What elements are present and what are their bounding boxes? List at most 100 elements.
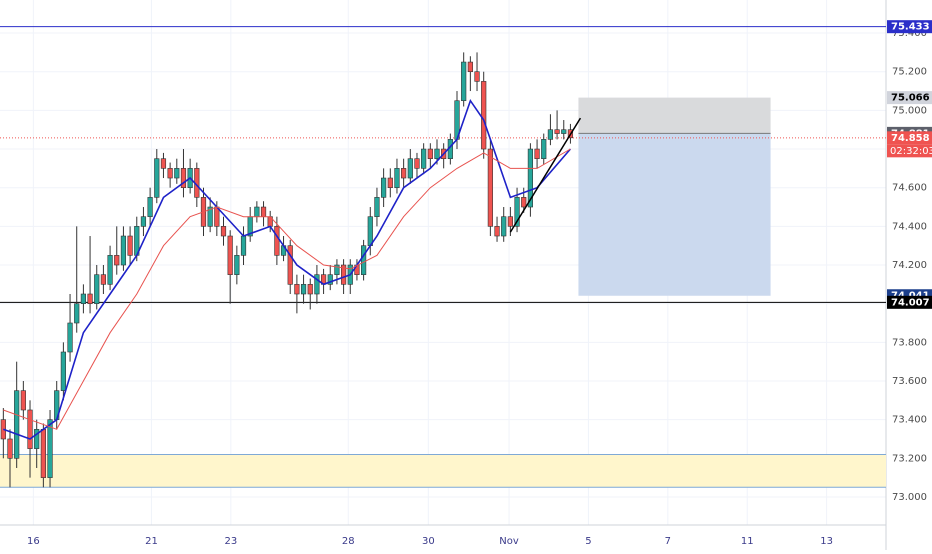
candle-body bbox=[40, 429, 46, 478]
candle-body bbox=[260, 206, 267, 217]
candle-body bbox=[427, 148, 433, 159]
moving-average bbox=[3, 148, 571, 430]
target-label-bg bbox=[887, 91, 932, 105]
candle-body bbox=[387, 177, 393, 188]
x-tick-label: 23 bbox=[224, 536, 237, 547]
candle-body bbox=[314, 274, 320, 295]
candle-body bbox=[120, 235, 127, 266]
y-tick-label: 75.000 bbox=[892, 105, 927, 116]
candle-body bbox=[554, 129, 560, 134]
candle-body bbox=[521, 197, 527, 208]
candle-body bbox=[367, 216, 373, 246]
candle-body bbox=[561, 129, 567, 134]
candle-body bbox=[14, 390, 20, 459]
candle-body bbox=[361, 245, 367, 275]
stop-box bbox=[578, 133, 771, 296]
moving-average bbox=[3, 98, 572, 440]
candle-body bbox=[307, 284, 313, 295]
candle-body bbox=[60, 351, 66, 391]
candle-body bbox=[487, 148, 493, 227]
candle-body bbox=[467, 61, 473, 73]
candle-body bbox=[47, 419, 53, 478]
y-tick-label: 74.400 bbox=[892, 221, 927, 232]
candle-body bbox=[474, 71, 480, 82]
candle-body bbox=[527, 148, 533, 208]
candle-body bbox=[401, 168, 407, 179]
candle-body bbox=[207, 206, 213, 227]
candle-body bbox=[274, 226, 280, 256]
target-label: 75.066 bbox=[891, 93, 930, 104]
last-price-label-bg bbox=[887, 131, 932, 145]
y-tick-label: 75.200 bbox=[892, 67, 927, 78]
level-label-bg bbox=[887, 20, 932, 34]
candle-body bbox=[334, 264, 340, 275]
candle-body bbox=[7, 438, 13, 459]
x-tick-label: 21 bbox=[145, 536, 158, 547]
x-tick-label: Nov bbox=[499, 536, 519, 547]
candle-body bbox=[461, 61, 467, 102]
candle-body bbox=[381, 177, 387, 198]
candle-body bbox=[407, 158, 413, 179]
candle-body bbox=[254, 206, 260, 217]
candle-body bbox=[100, 274, 107, 285]
x-tick-label: 7 bbox=[665, 536, 671, 547]
y-tick-label: 74.200 bbox=[892, 260, 927, 271]
candle-body bbox=[234, 255, 240, 275]
y-tick-label: 73.000 bbox=[892, 492, 927, 503]
candle-body bbox=[180, 168, 187, 188]
countdown: 02:32:03 bbox=[890, 146, 932, 157]
level-label: 75.433 bbox=[891, 22, 930, 33]
candle-body bbox=[514, 197, 520, 227]
candle-body bbox=[227, 235, 233, 275]
candle-body bbox=[300, 284, 307, 295]
candle-body bbox=[394, 168, 400, 188]
y-tick-label: 73.800 bbox=[892, 337, 927, 348]
y-tick-label: 74.600 bbox=[892, 183, 927, 194]
candle-body bbox=[294, 284, 300, 295]
y-tick-label: 73.200 bbox=[892, 453, 927, 464]
level-label: 74.007 bbox=[891, 297, 930, 308]
trend-line bbox=[509, 117, 582, 233]
candle-body bbox=[94, 274, 100, 304]
x-tick-label: 28 bbox=[342, 536, 355, 547]
candle-body bbox=[220, 226, 227, 237]
candle-body bbox=[534, 148, 540, 159]
candle-body bbox=[140, 216, 147, 227]
candle-body bbox=[287, 245, 293, 285]
candle-body bbox=[507, 216, 513, 227]
x-tick-label: 30 bbox=[422, 536, 435, 547]
candle-body bbox=[434, 148, 440, 159]
x-tick-label: 16 bbox=[27, 536, 40, 547]
candle-body bbox=[481, 81, 487, 150]
candle-body bbox=[27, 409, 33, 449]
candle-body bbox=[87, 293, 93, 304]
level-label-bg bbox=[887, 295, 932, 309]
candle-body bbox=[67, 322, 73, 353]
candle-body bbox=[167, 168, 173, 179]
y-tick-label: 73.400 bbox=[892, 415, 927, 426]
demand-zone bbox=[0, 454, 886, 488]
last-price-label: 74.858 bbox=[891, 133, 930, 144]
countdown-bg bbox=[887, 144, 932, 158]
y-tick-label: 75.400 bbox=[892, 28, 927, 39]
candle-body bbox=[160, 158, 167, 169]
target-box bbox=[578, 97, 771, 134]
candle-body bbox=[494, 226, 500, 237]
candle-body bbox=[34, 429, 40, 449]
candle-body bbox=[414, 158, 420, 169]
candle-body bbox=[174, 168, 180, 179]
candle-body bbox=[74, 303, 80, 324]
candle-body bbox=[20, 390, 26, 411]
candle-body bbox=[80, 293, 86, 304]
candle-body bbox=[501, 216, 507, 237]
candle-body bbox=[421, 148, 427, 169]
candle-body bbox=[154, 158, 160, 198]
candle-body bbox=[327, 274, 333, 285]
x-tick-label: 11 bbox=[741, 536, 754, 547]
y-tick-label: 73.600 bbox=[892, 376, 927, 387]
candle-body bbox=[340, 264, 347, 285]
candle-body bbox=[107, 255, 113, 285]
x-tick-label: 13 bbox=[820, 536, 833, 547]
candle-body bbox=[147, 197, 153, 217]
